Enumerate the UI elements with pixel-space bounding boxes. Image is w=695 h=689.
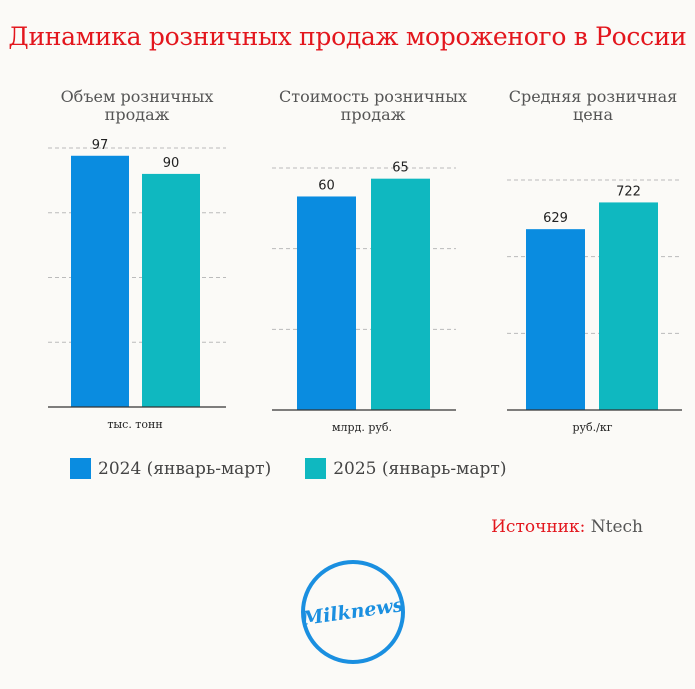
data-label-price-0: 629	[543, 211, 568, 226]
panel-title-volume: Объем розничных продаж	[60, 87, 214, 124]
bar-price-1	[599, 202, 658, 410]
data-label-price-1: 722	[616, 184, 641, 199]
data-label-volume-1: 90	[163, 156, 180, 171]
data-label-value-0: 60	[318, 178, 335, 193]
data-label-volume-0: 97	[92, 138, 109, 153]
charts-area: 97 90 тыс. тонн 60 65 млрд. руб. 629 722 руб./кг	[48, 138, 682, 434]
bar-value-0	[297, 196, 356, 410]
legend-swatch-2024	[70, 458, 91, 479]
legend-label-2025: 2025 (январь-март)	[333, 458, 507, 479]
bar-volume-0	[71, 155, 129, 407]
unit-label-value: млрд. руб.	[332, 421, 392, 434]
legend-swatch-2025	[305, 458, 327, 479]
unit-label-volume: тыс. тонн	[107, 418, 162, 431]
source-value: Ntech	[590, 517, 643, 537]
unit-label-price: руб./кг	[573, 421, 613, 434]
chart-title: Динамика розничных продаж мороженого в Р…	[8, 22, 687, 51]
source-key: Источник:	[491, 517, 586, 537]
source-note: Источник: Ntech	[491, 517, 643, 537]
logo-text: Milknews	[301, 594, 405, 630]
panel-title-value: Стоимость розничных продаж	[278, 87, 467, 124]
legend-item-2024: 2024 (январь-март)	[70, 458, 271, 479]
legend-item-2025: 2025 (январь-март)	[305, 458, 506, 479]
milknews-logo[interactable]: Milknews	[301, 560, 405, 664]
bar-price-0	[526, 229, 585, 410]
bar-volume-1	[142, 173, 200, 407]
legend-label-2024: 2024 (январь-март)	[98, 458, 272, 479]
data-label-value-1: 65	[392, 161, 409, 176]
panel-title-price: Средняя розничная цена	[508, 87, 678, 124]
bar-value-1	[371, 178, 430, 410]
legend: 2024 (январь-март) 2025 (январь-март)	[70, 458, 540, 479]
